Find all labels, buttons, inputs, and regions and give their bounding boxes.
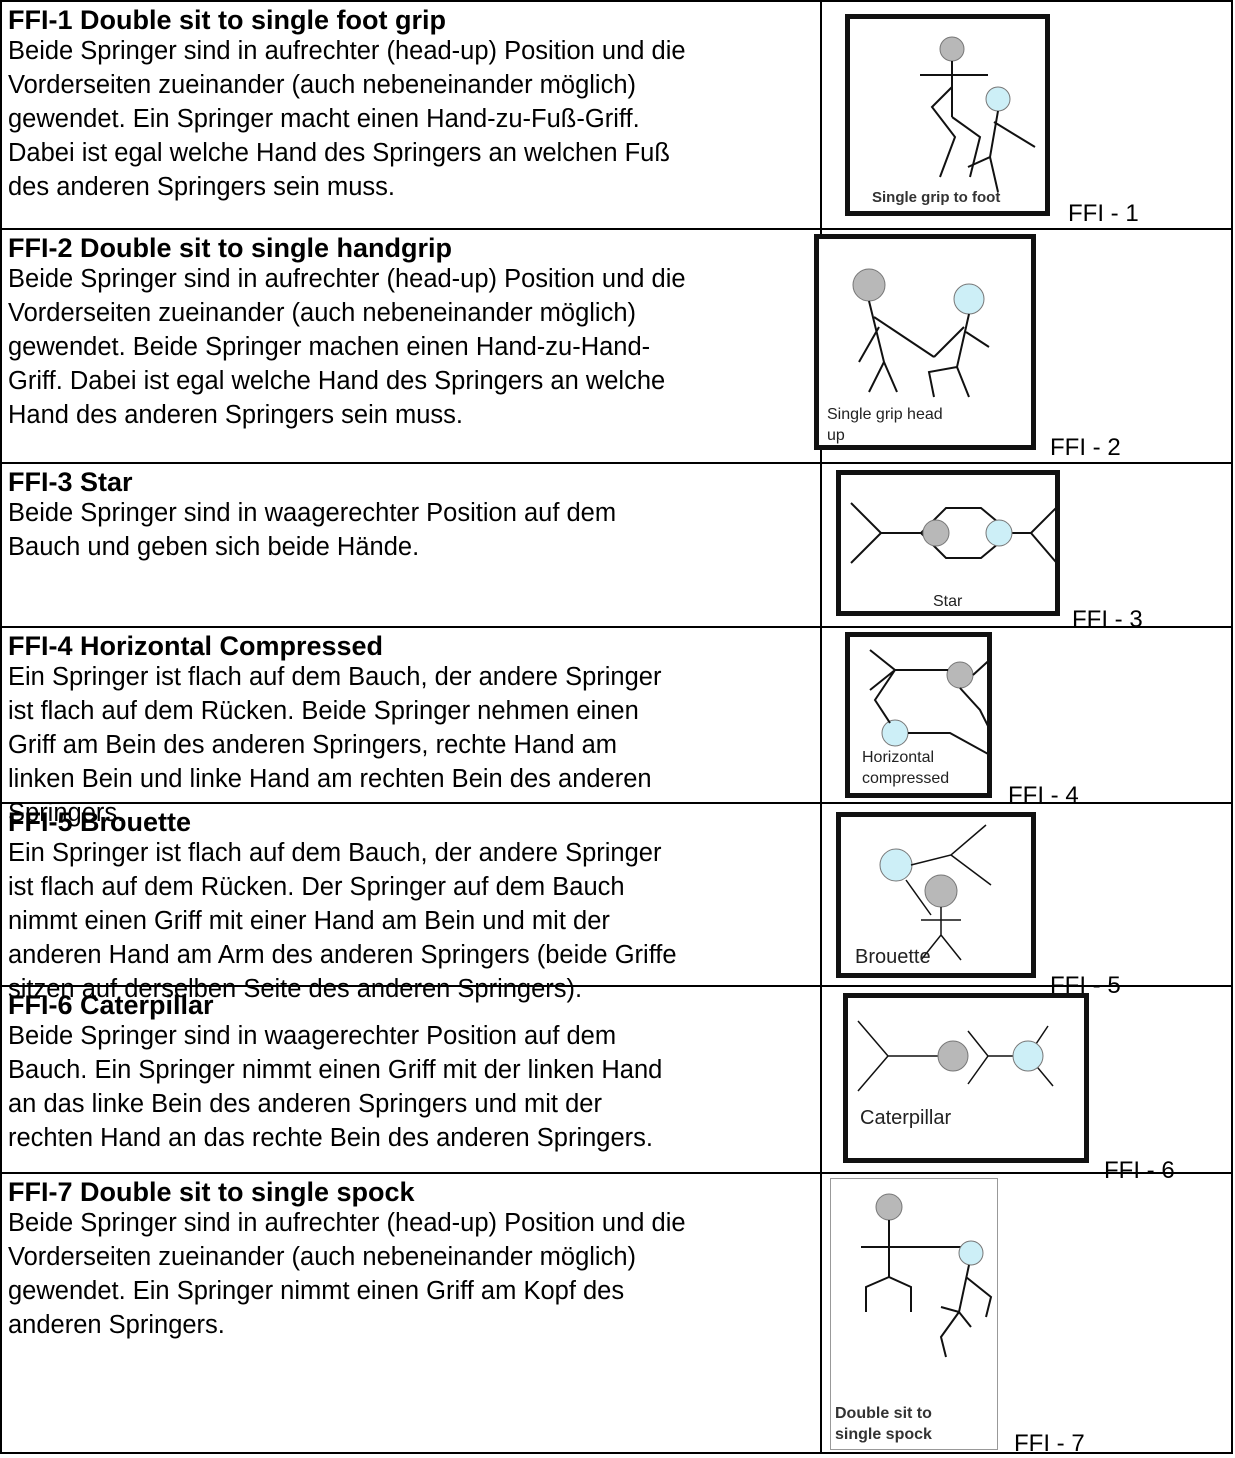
figure-caption: up	[827, 427, 845, 444]
description-line: Vorderseiten zueinander (auch nebeneinan…	[8, 1243, 636, 1271]
table-row	[0, 985, 1233, 1174]
description-line: Bauch. Ein Springer nimmt einen Griff mi…	[8, 1056, 663, 1084]
stick-figure	[850, 502, 1055, 564]
figure-box: Horizontal compressed	[845, 632, 992, 798]
figure-label: FFI - 2	[1050, 434, 1121, 461]
table-row	[0, 0, 1233, 230]
item-title: FFI-1 Double sit to single foot grip	[8, 5, 446, 35]
item-title: FFI-7 Double sit to single spock	[8, 1177, 415, 1207]
description-line: Hand des anderen Springers sein muss.	[8, 401, 464, 429]
table-row	[0, 802, 1233, 987]
description-line: ist flach auf dem Rücken. Der Springer a…	[8, 873, 625, 901]
description-line: Vorderseiten zueinander (auch nebeneinan…	[8, 299, 636, 327]
item-title: FFI-6 Caterpillar	[8, 990, 214, 1020]
description-line: Ein Springer ist flach auf dem Bauch, de…	[8, 839, 662, 867]
description-line: Dabei ist egal welche Hand des Springers…	[8, 139, 670, 167]
description-line: Beide Springer sind in aufrechter (head-…	[8, 265, 686, 293]
figure-label: FFI - 7	[1014, 1430, 1085, 1457]
description-line: ist flach auf dem Rücken. Beide Springer…	[8, 697, 639, 725]
column-separator	[820, 985, 822, 1172]
item-title: FFI-5 Brouette	[8, 807, 192, 837]
description-line: Griff. Dabei ist egal welche Hand des Sp…	[8, 367, 666, 395]
figure-box: Double sit to single spock	[830, 1178, 998, 1450]
description-line: gewendet. Ein Springer nimmt einen Griff…	[8, 1277, 625, 1305]
table-row	[0, 1172, 1233, 1454]
figure-caption: Single grip to foot	[872, 189, 1001, 206]
description-line: Springers.	[8, 799, 125, 827]
description-line: sitzen auf derselben Seite des anderen S…	[8, 975, 583, 1003]
description-line: an das linke Bein des anderen Springers …	[8, 1090, 602, 1118]
figure-box: Star	[836, 470, 1060, 616]
description-line: Beide Springer sind in aufrechter (head-…	[8, 1209, 686, 1237]
item-title: FFI-2 Double sit to single handgrip	[8, 233, 452, 263]
column-separator	[820, 2, 822, 228]
description-line: Beide Springer sind in waagerechter Posi…	[8, 499, 617, 527]
stick-figure	[869, 649, 987, 755]
figure-caption: single spock	[835, 1426, 932, 1443]
description-line: des anderen Springers sein muss.	[8, 173, 395, 201]
figure-caption: Double sit to	[835, 1405, 932, 1422]
figure-label: FFI - 3	[1072, 606, 1143, 633]
stick-figure	[920, 36, 1036, 193]
stick-figure	[852, 268, 990, 398]
figure-box: Single grip head up	[814, 234, 1036, 450]
description-line: gewendet. Ein Springer macht einen Hand-…	[8, 105, 640, 133]
description-line: Vorderseiten zueinander (auch nebeneinan…	[8, 71, 636, 99]
figure-caption: Brouette	[855, 946, 931, 968]
item-title: FFI-3 Star	[8, 467, 133, 497]
description-line: rechten Hand an das rechte Bein des ande…	[8, 1124, 653, 1152]
description-line: Beide Springer sind in aufrechter (head-…	[8, 37, 686, 65]
description-line: Ein Springer ist flach auf dem Bauch, de…	[8, 663, 662, 691]
column-separator	[820, 1172, 822, 1452]
description-line: linken Bein und linke Hand am rechten Be…	[8, 765, 652, 793]
figure-box: Single grip to foot	[845, 14, 1050, 216]
table-row	[0, 626, 1233, 804]
description-line: Bauch und geben sich beide Hände.	[8, 533, 420, 561]
column-separator	[820, 462, 822, 626]
table-row	[0, 462, 1233, 628]
description-line: gewendet. Beide Springer machen einen Ha…	[8, 333, 651, 361]
column-separator	[820, 802, 822, 985]
figure-label: FFI - 6	[1104, 1157, 1175, 1184]
description-line: nimmt einen Griff mit einer Hand am Bein…	[8, 907, 610, 935]
stick-figure	[879, 824, 992, 961]
figure-caption: Caterpillar	[860, 1107, 952, 1129]
stick-figure	[861, 1193, 993, 1358]
figure-label: FFI - 4	[1008, 782, 1079, 809]
figure-caption: Star	[933, 593, 963, 610]
description-line: anderen Springers.	[8, 1311, 225, 1339]
description-line: Beide Springer sind in waagerechter Posi…	[8, 1022, 617, 1050]
figure-caption: Single grip head	[827, 406, 943, 423]
description-line: Griff am Bein des anderen Springers, rec…	[8, 731, 618, 759]
column-separator	[820, 626, 822, 802]
figure-box: Brouette	[836, 812, 1036, 978]
figure-caption: compressed	[862, 770, 950, 787]
figure-box: Caterpillar	[843, 993, 1089, 1163]
figure-caption: Horizontal	[862, 749, 935, 766]
item-title: FFI-4 Horizontal Compressed	[8, 631, 384, 661]
description-line: anderen Hand am Arm des anderen Springer…	[8, 941, 677, 969]
figure-label: FFI - 1	[1068, 200, 1139, 227]
stick-figure	[857, 1020, 1054, 1092]
